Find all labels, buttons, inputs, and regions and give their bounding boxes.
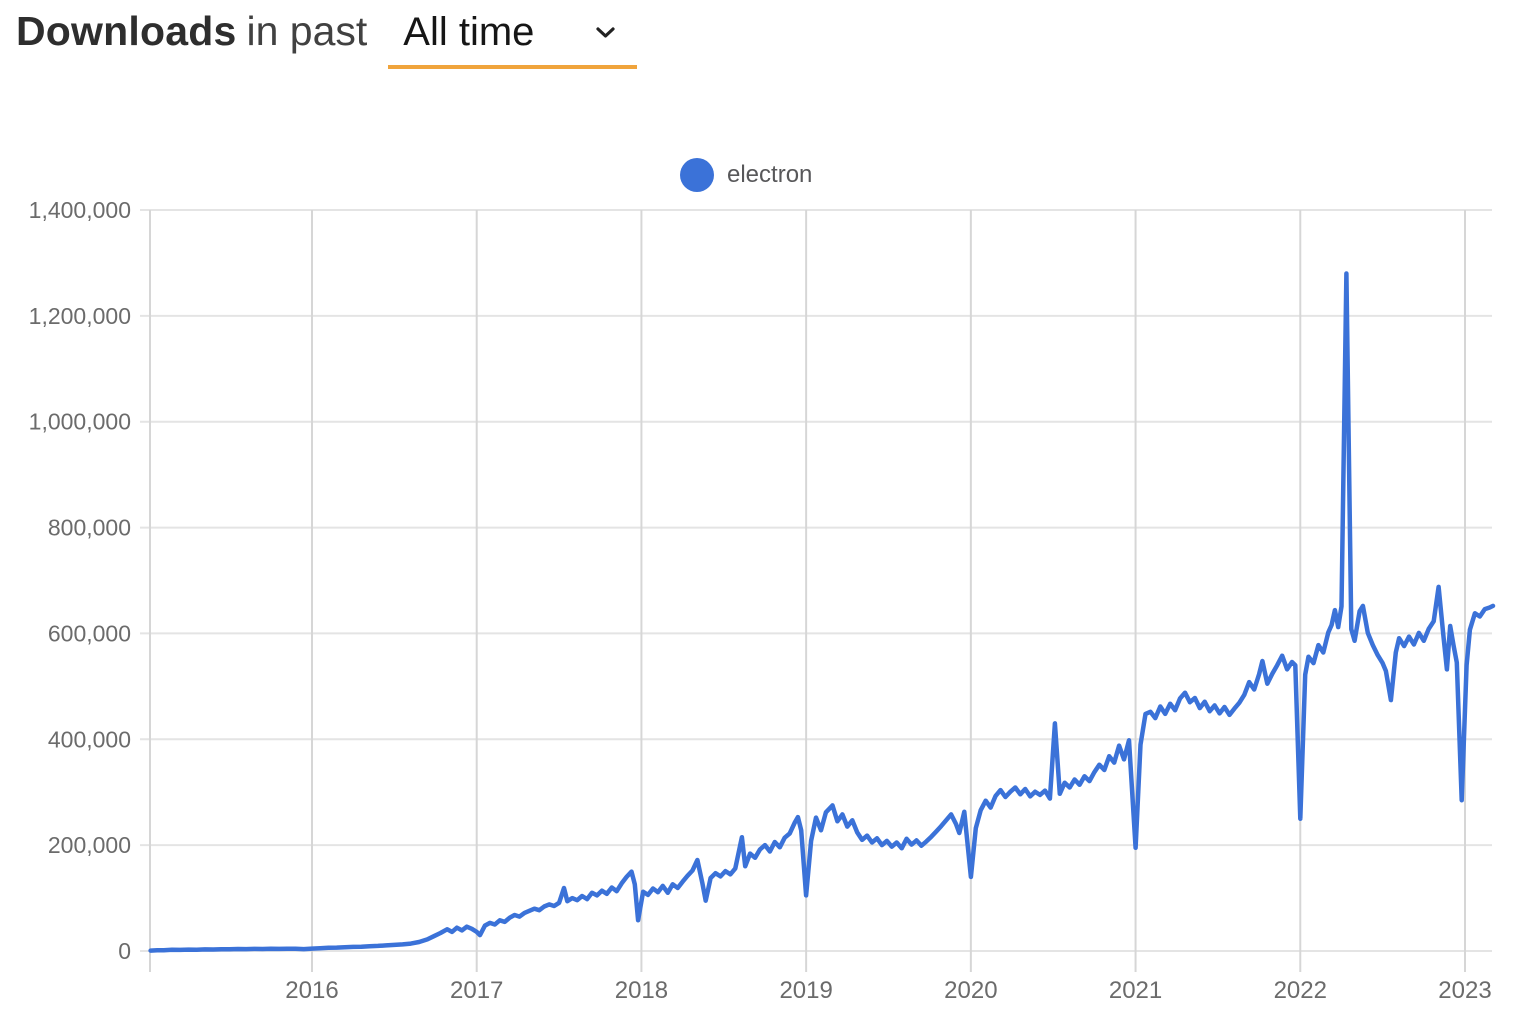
legend-dot-electron[interactable] <box>680 158 714 192</box>
time-range-dropdown[interactable]: All time <box>388 10 638 69</box>
y-grid <box>140 209 1492 952</box>
electron-line-series[interactable] <box>148 271 1496 953</box>
y-tick-label: 800,000 <box>48 515 131 541</box>
x-tick-label: 2017 <box>450 977 503 1004</box>
x-tick-label: 2023 <box>1438 977 1491 1004</box>
y-tick-label: 0 <box>118 938 131 964</box>
x-grid <box>149 210 1466 972</box>
y-tick-label: 1,200,000 <box>29 303 131 329</box>
y-tick-label: 400,000 <box>48 726 131 752</box>
x-tick-label: 2021 <box>1109 977 1162 1004</box>
y-tick-label: 1,000,000 <box>29 409 131 435</box>
page-title: Downloads in past All time <box>16 8 638 69</box>
y-tick-label: 1,400,000 <box>29 197 131 223</box>
x-axis-labels: 2016 2017 2018 2019 2020 2021 2022 2023 <box>285 977 1491 1004</box>
y-tick-label: 200,000 <box>48 832 131 858</box>
y-tick-label: 600,000 <box>48 620 131 646</box>
x-tick-label: 2022 <box>1274 977 1327 1004</box>
x-tick-label: 2020 <box>944 977 997 1004</box>
title-downloads: Downloads <box>16 8 237 54</box>
legend-label-electron: electron <box>727 161 813 188</box>
title-in-past: in past <box>246 8 368 54</box>
legend: electron <box>680 158 812 192</box>
x-tick-label: 2018 <box>615 977 668 1004</box>
time-range-value: All time <box>403 10 535 54</box>
x-tick-label: 2019 <box>779 977 832 1004</box>
y-axis-labels: 0 200,000 400,000 600,000 800,000 1,000,000 1,… <box>29 197 131 964</box>
x-tick-label: 2016 <box>285 977 338 1004</box>
chevron-down-icon <box>596 27 616 38</box>
